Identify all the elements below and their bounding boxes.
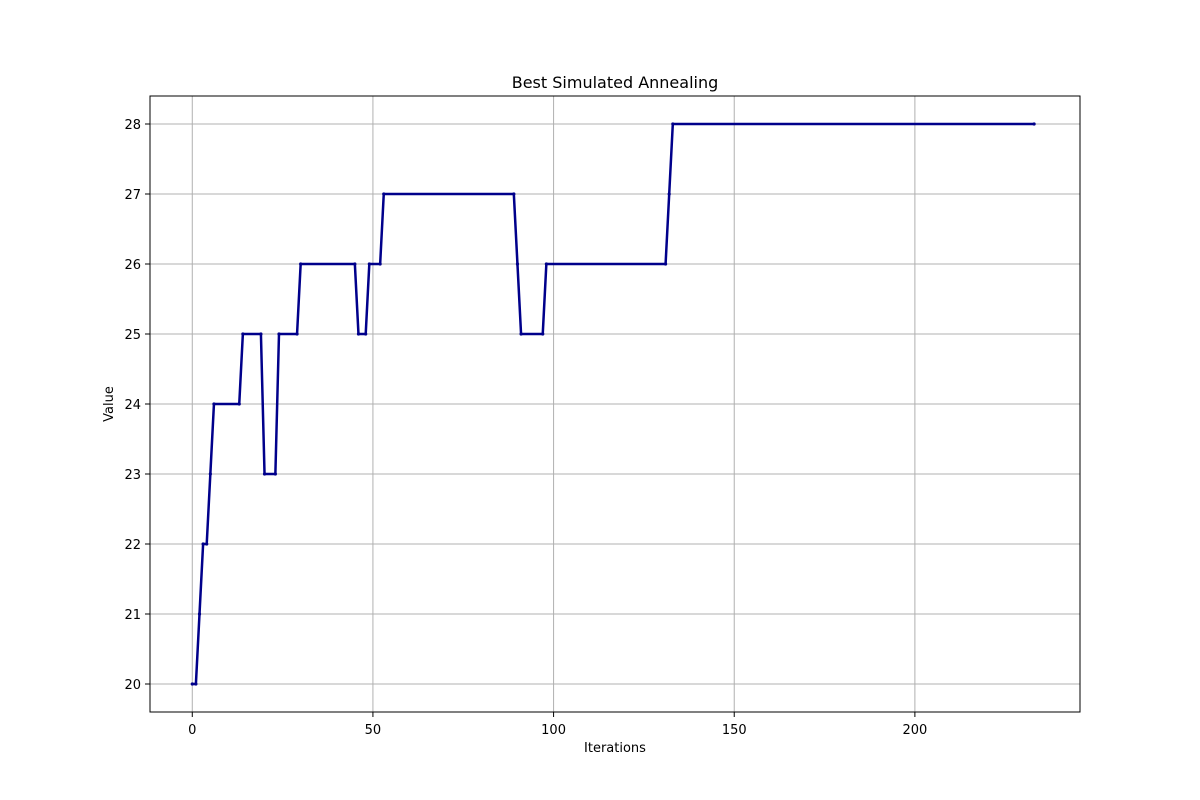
y-tick-label: 22 [124,538,141,553]
x-tick-label: 200 [902,723,927,738]
y-tick-label: 24 [124,398,141,413]
chart-title: Best Simulated Annealing [512,73,719,92]
data-point [241,332,245,336]
data-point [190,682,194,686]
data-point [364,332,368,336]
y-tick-label: 25 [124,328,141,343]
data-point [378,262,382,266]
y-tick-label: 26 [124,258,141,273]
data-point [295,332,299,336]
data-point [667,192,671,196]
data-point [353,262,357,266]
data-point [212,402,216,406]
data-point [519,332,523,336]
y-tick-label: 20 [124,678,141,693]
data-point [237,402,241,406]
data-point [663,262,668,266]
data-point [515,262,520,266]
data-point [356,332,361,336]
data-point [273,472,277,476]
y-axis-label: Value [102,386,117,422]
y-tick-label: 21 [124,608,141,623]
y-tick-label: 28 [124,118,141,133]
y-axis: 20 21 22 23 24 25 26 27 28 [124,118,150,693]
data-point [259,332,263,336]
data-point [1032,122,1036,126]
data-point [299,262,303,266]
data-point [367,262,371,266]
y-tick-label: 27 [124,188,141,203]
data-point [262,472,267,476]
x-tick-label: 100 [541,723,566,738]
x-axis: 0 50 100 150 200 [188,712,927,738]
series-layer [190,122,1036,686]
data-point [205,542,209,546]
data-point [382,192,386,196]
series-line [192,122,1035,686]
data-point [194,682,198,686]
data-point [512,192,516,196]
data-point [197,612,202,616]
y-tick-label: 23 [124,468,141,483]
x-tick-label: 0 [188,723,196,738]
data-point [208,472,212,476]
data-point [671,122,675,126]
data-point [541,332,545,336]
data-point [201,542,205,546]
data-point [277,332,281,336]
x-tick-label: 150 [722,723,747,738]
data-point [544,262,548,266]
x-tick-label: 50 [365,723,382,738]
x-axis-label: Iterations [584,741,646,756]
